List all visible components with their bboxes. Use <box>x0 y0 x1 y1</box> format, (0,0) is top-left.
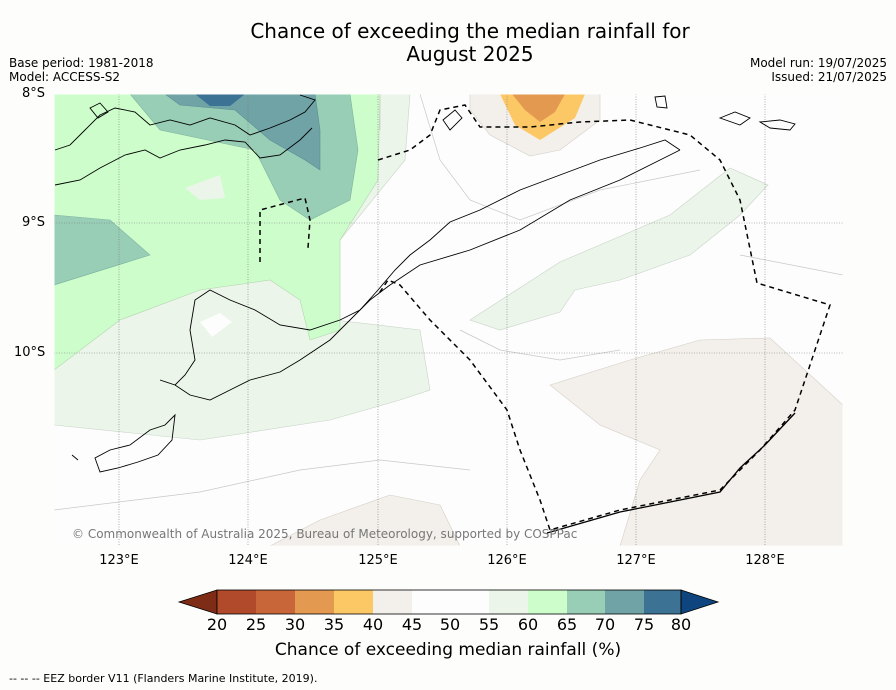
colorbar-bin-60-65 <box>528 590 567 614</box>
zone-30-35 <box>512 94 565 122</box>
title-line-2: August 2025 <box>406 42 534 66</box>
colorbar-title: Chance of exceeding median rainfall (%) <box>274 640 622 660</box>
model-name: Model: ACCESS-S2 <box>9 70 121 84</box>
colorbar-bin-75-80 <box>644 590 681 614</box>
colorbar-tick-30: 30 <box>284 615 306 634</box>
title-line-1: Chance of exceeding the median rainfall … <box>250 19 690 43</box>
zone-40-45-southeast <box>549 337 843 546</box>
lat-label-8s: 8°S <box>22 86 46 101</box>
colorbar-tick-80: 80 <box>670 615 692 634</box>
zone-55-60-patch <box>185 175 225 200</box>
eez-border <box>259 104 831 531</box>
colorbar-bin-25-30 <box>256 590 295 614</box>
colorbar-high-extend <box>680 589 720 615</box>
zone-70-75 <box>164 94 321 171</box>
colorbar-tick-70: 70 <box>594 615 616 634</box>
colorbar-tick-40: 40 <box>362 615 384 634</box>
lat-label-10s: 10°S <box>14 345 46 360</box>
colorbar-tick-60: 60 <box>517 615 539 634</box>
colorbar-bin-20-25 <box>217 590 256 614</box>
colorbar-bin-55-60 <box>489 590 528 614</box>
colorbar-bin-45-50 <box>412 590 450 614</box>
colorbar-bin-70-75 <box>605 590 644 614</box>
colorbar-bin-35-40 <box>334 590 373 614</box>
zone-50-55-patch <box>200 313 232 337</box>
colorbar <box>177 589 720 615</box>
graticule <box>54 94 843 546</box>
colorbar-tick-75: 75 <box>633 615 655 634</box>
lon-label-126e: 126°E <box>487 553 527 568</box>
colorbar-bin-50-55 <box>450 590 489 614</box>
colorbar-bin-65-70 <box>567 590 605 614</box>
colorbar-outline <box>216 589 682 615</box>
model-run: Model run: 19/07/2025 <box>749 56 887 70</box>
lat-label-9s: 9°S <box>22 215 46 230</box>
run-info: Model run: 19/07/2025 Issued: 21/07/2025 <box>750 56 887 84</box>
copyright-notice: © Commonwealth of Australia 2025, Bureau… <box>72 527 578 541</box>
colorbar-tick-55: 55 <box>478 615 500 634</box>
map-area <box>54 94 843 546</box>
colorbar-low-extend <box>177 589 218 615</box>
zone-75-80 <box>195 94 245 106</box>
colorbar-tick-65: 65 <box>556 615 578 634</box>
issued-date: Issued: 21/07/2025 <box>771 70 887 84</box>
lon-label-127e: 127°E <box>616 553 656 568</box>
colorbar-bin-30-35 <box>295 590 334 614</box>
coastlines <box>54 94 796 473</box>
lon-label-125e: 125°E <box>358 553 398 568</box>
lon-label-128e: 128°E <box>745 553 785 568</box>
colorbar-tick-25: 25 <box>245 615 267 634</box>
zone-65-70-west <box>54 214 151 286</box>
timor-coast-south <box>546 412 796 534</box>
colorbar-tick-20: 20 <box>206 615 228 634</box>
zone-40-45-south <box>269 494 461 546</box>
colorbar-tick-45: 45 <box>401 615 423 634</box>
map-title: Chance of exceeding the median rainfall … <box>0 20 896 66</box>
colorbar-bin-40-45 <box>373 590 412 614</box>
base-period: Base period: 1981-2018 <box>9 56 154 70</box>
colorbar-tick-50: 50 <box>439 615 461 634</box>
lon-label-123e: 123°E <box>99 553 139 568</box>
lon-label-124e: 124°E <box>228 553 268 568</box>
model-info: Base period: 1981-2018 Model: ACCESS-S2 <box>9 56 154 84</box>
eez-footnote: -- -- -- EEZ border V11 (Flanders Marine… <box>9 672 318 685</box>
colorbar-tick-35: 35 <box>323 615 345 634</box>
contour-lines <box>54 94 843 511</box>
